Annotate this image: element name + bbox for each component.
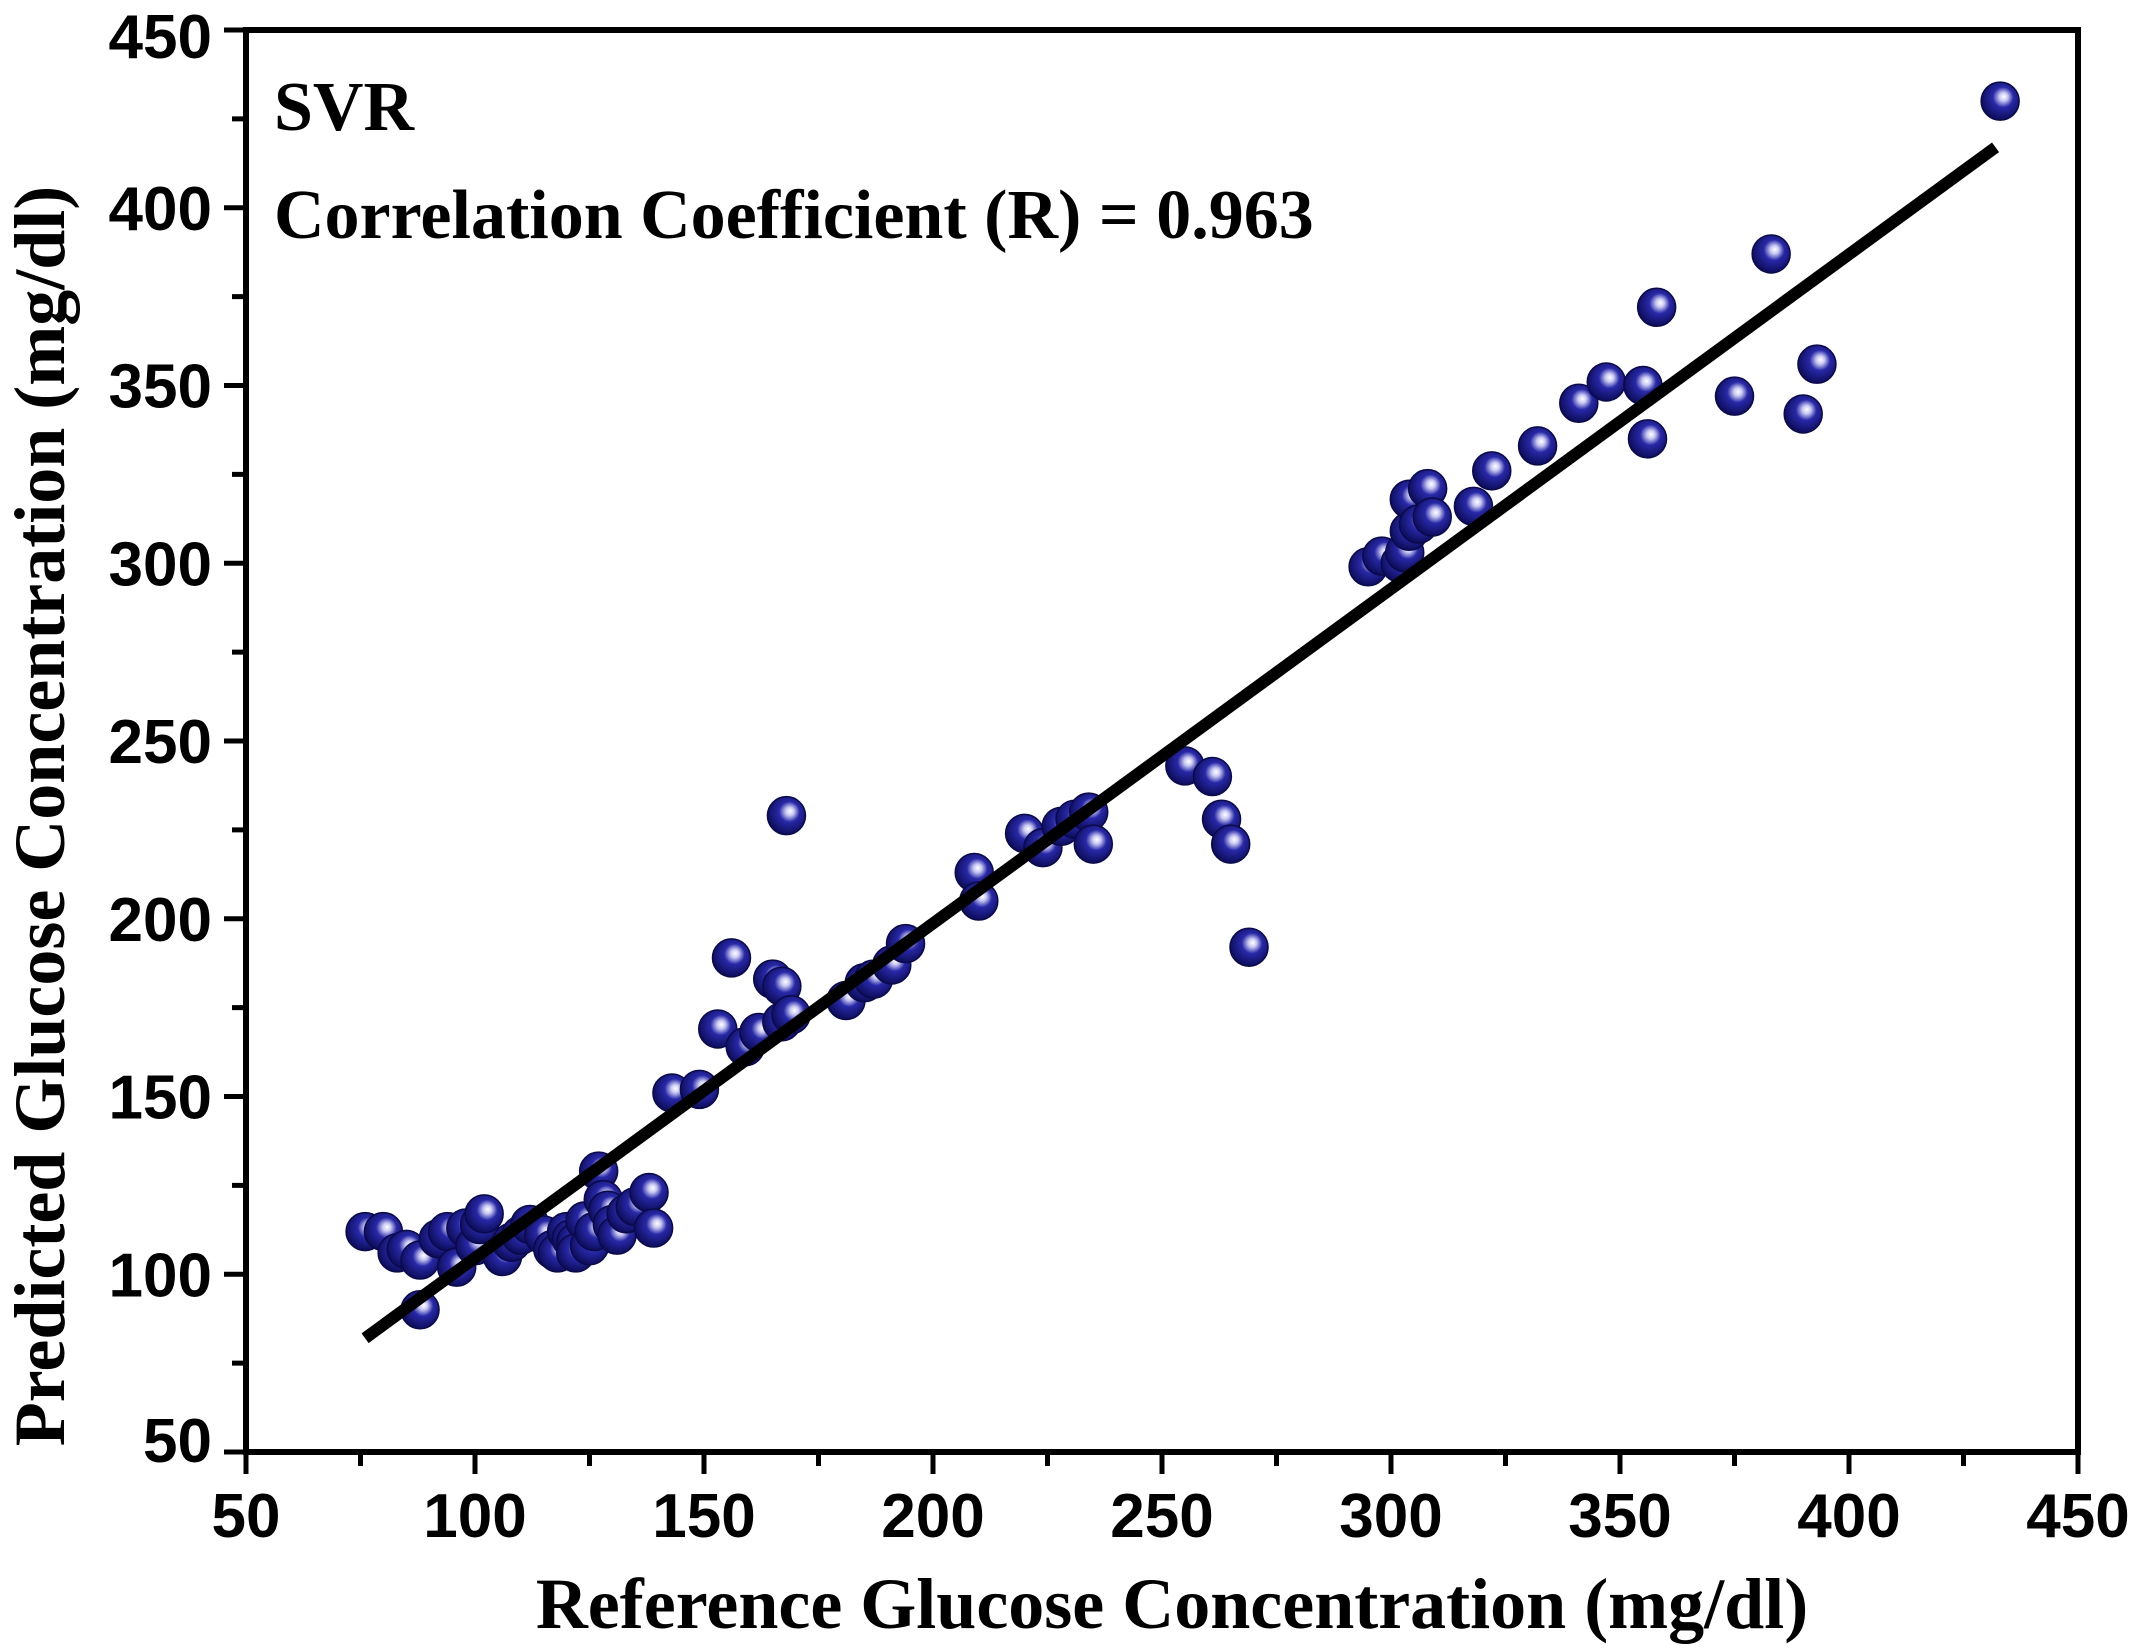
x-tick-label: 300 — [1339, 1482, 1442, 1551]
x-tick-label: 50 — [212, 1482, 281, 1551]
correlation-label: Correlation Coefficient (R) = 0.963 — [274, 177, 1314, 254]
data-point — [464, 1194, 504, 1234]
y-tick-label: 350 — [109, 353, 212, 422]
model-label: SVR — [274, 69, 415, 146]
data-point — [1192, 756, 1233, 797]
y-tick-label: 300 — [109, 530, 212, 599]
x-tick-label: 250 — [1110, 1482, 1213, 1551]
y-tick-label: 100 — [109, 1241, 212, 1310]
data-point — [1586, 362, 1627, 402]
data-point — [1210, 824, 1251, 864]
x-tick-label: 200 — [881, 1482, 984, 1551]
data-point — [1797, 344, 1837, 384]
x-tick-label: 400 — [1797, 1482, 1900, 1551]
data-point — [1980, 81, 2020, 121]
x-tick-label: 100 — [423, 1482, 526, 1551]
data-point — [633, 1208, 674, 1248]
y-tick-label: 150 — [109, 1064, 212, 1133]
data-point — [1472, 451, 1512, 491]
data-point — [1073, 824, 1114, 864]
data-point — [1627, 419, 1668, 459]
data-point — [1412, 497, 1452, 537]
x-tick-label: 350 — [1568, 1482, 1671, 1551]
x-tick-label: 150 — [652, 1482, 755, 1551]
y-tick-label: 400 — [109, 175, 212, 244]
data-point — [1517, 426, 1558, 466]
data-point — [1751, 234, 1791, 274]
data-point — [1714, 376, 1755, 416]
x-tick-label: 450 — [2026, 1482, 2129, 1551]
data-point — [766, 795, 807, 836]
y-tick-label: 450 — [109, 3, 212, 72]
x-axis-title: Reference Glucose Concentration (mg/dl) — [536, 1564, 1808, 1644]
data-point — [1229, 927, 1269, 967]
fit-line — [361, 142, 2000, 1344]
data-point — [1783, 394, 1823, 434]
data-point — [629, 1172, 669, 1213]
y-axis-title: Predicted Glucose Concentration (mg/dl) — [0, 186, 80, 1447]
data-point — [1559, 383, 1599, 424]
y-tick-label: 50 — [143, 1407, 212, 1476]
y-tick-label: 250 — [109, 708, 212, 777]
y-tick-label: 200 — [109, 886, 212, 955]
data-point — [1636, 287, 1677, 328]
data-point — [711, 938, 752, 978]
